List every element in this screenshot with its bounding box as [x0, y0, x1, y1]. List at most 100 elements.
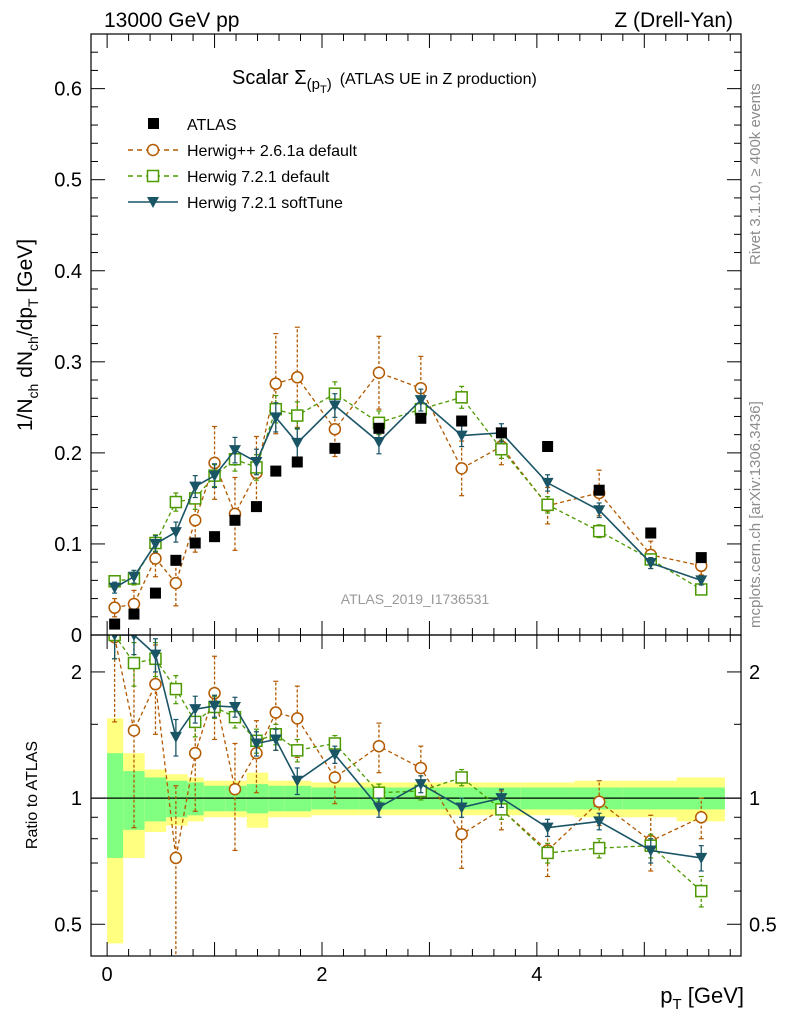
main-y-tick-label: 0.1 [54, 534, 82, 556]
ratio-y-tick-label-left: 2 [71, 662, 82, 684]
ratio-uncertainty-band-inner [166, 780, 188, 818]
data-point-atlas [109, 618, 121, 630]
data-point-atlas [645, 527, 657, 539]
ratio-point-herwigpp [414, 761, 428, 775]
ratio-point-softtune [189, 704, 202, 716]
series-line-herwigpp [114, 371, 702, 609]
x-axis-label: pT [GeV] [660, 983, 744, 1013]
ylabel-a: 1/N [14, 398, 37, 431]
legend-entry-atlas: ATLAS [148, 117, 237, 134]
ratio-point-herwigpp [228, 782, 242, 796]
data-point-herwigpp [108, 601, 121, 614]
ratio-point-softtune [372, 802, 385, 814]
legend-label-herwigpp: Herwig++ 2.6.1a default [187, 143, 357, 160]
ratio-point-softtune [541, 822, 554, 834]
process-label: Z (Drell-Yan) [614, 9, 733, 32]
data-point-atlas [456, 415, 468, 427]
ratio-point-herwigpp [269, 706, 283, 719]
series-line-herwig721 [114, 392, 702, 591]
ratio-point-herwigpp [291, 712, 304, 725]
data-point-atlas [209, 531, 221, 543]
data-point-herwigpp [455, 462, 468, 475]
legend-entry-softtune: Herwig 7.2.1 softTune [128, 195, 343, 212]
plot-title-close: ) [327, 76, 332, 93]
plot-title-subsub: T [320, 84, 327, 96]
ratio-point-herwigpp [455, 827, 468, 841]
ratio-panel: 0.5 0.5 1 1 2 2 0 2 4 Ratio to ATLAS [24, 634, 777, 986]
data-point-atlas [329, 442, 341, 454]
ratio-point-herwigpp [127, 724, 141, 737]
xlabel-a: p [660, 983, 672, 1008]
data-point-herwig721 [541, 498, 554, 512]
data-point-atlas [189, 537, 201, 549]
collision-energy-label: 13000 GeV pp [104, 9, 239, 32]
legend-label-herwig721: Herwig 7.2.1 default [187, 169, 330, 186]
data-point-softtune [208, 470, 221, 482]
ylabel-c-sub: T [25, 298, 41, 307]
ratio-point-softtune [208, 700, 221, 712]
data-point-atlas [149, 587, 161, 599]
ratio-uncertainty-band-inner [144, 777, 167, 822]
plot-title: Scalar Σ(pT) (ATLAS UE in Z production) [232, 67, 537, 96]
ratio-point-softtune [291, 775, 304, 787]
ratio-point-herwigpp [188, 746, 202, 760]
legend-marker-atlas [148, 118, 159, 129]
data-point-softtune [593, 505, 606, 517]
data-point-softtune [291, 437, 304, 449]
ratio-point-softtune [414, 779, 427, 791]
analysis-watermark: ATLAS_2019_I1736531 [341, 591, 490, 607]
data-point-softtune [189, 481, 202, 493]
ylabel-d: [GeV] [14, 239, 37, 299]
ratio-point-herwig721 [694, 884, 708, 898]
ratio-point-herwig721 [291, 744, 304, 757]
data-point-atlas [542, 441, 554, 453]
legend-label-softtune: Herwig 7.2.1 softTune [187, 195, 343, 212]
ratio-line-softtune [114, 635, 702, 859]
data-point-herwig721 [291, 409, 304, 422]
x-tick-label: 4 [531, 964, 542, 986]
ratio-point-softtune [593, 816, 606, 828]
data-point-herwigpp [188, 514, 202, 527]
data-point-softtune [127, 571, 140, 583]
ratio-point-herwig721 [372, 786, 386, 799]
ratio-point-softtune [250, 738, 263, 750]
ratio-point-softtune [111, 635, 118, 641]
data-point-atlas [170, 554, 182, 566]
xlabel-b: [GeV] [682, 983, 744, 1008]
main-y-tick-label: 0.6 [54, 79, 82, 101]
ratio-point-herwigpp [372, 739, 386, 753]
data-point-herwig721 [495, 442, 508, 456]
data-point-herwig721 [592, 524, 606, 538]
ratio-point-herwigpp [149, 677, 162, 691]
data-point-atlas [415, 412, 427, 424]
ratio-point-herwigpp [169, 851, 183, 865]
main-y-axis-label: 1/Nch dNch/dpT [GeV] [14, 239, 41, 431]
data-point-atlas [128, 608, 140, 620]
legend-marker-softtune [147, 197, 159, 208]
data-point-atlas [229, 514, 241, 526]
ratio-y-tick-label-right: 1 [749, 788, 760, 810]
series-line-softtune [114, 399, 702, 589]
ratio-y-tick-label-right: 2 [749, 662, 760, 684]
rivet-version-label: Rivet 3.1.10, ≥ 400k events [747, 83, 764, 265]
plot-title-main: Scalar Σ [232, 67, 307, 89]
legend-label-atlas: ATLAS [187, 117, 237, 134]
data-point-softtune [455, 430, 468, 442]
x-tick-label: 2 [316, 964, 327, 986]
ratio-point-softtune [130, 635, 138, 641]
data-point-herwigpp [269, 377, 283, 390]
legend-entry-herwig721: Herwig 7.2.1 default [128, 169, 330, 186]
ratio-point-softtune [495, 793, 508, 805]
legend: ATLAS Herwig++ 2.6.1a default Herwig 7.2… [128, 117, 357, 212]
main-y-tick-label: 0 [71, 625, 82, 647]
ratio-point-softtune [269, 734, 282, 746]
data-point-herwig721 [169, 495, 183, 509]
main-y-tick-label: 0.3 [54, 352, 82, 374]
data-point-herwigpp [291, 371, 304, 384]
data-point-softtune [414, 395, 427, 407]
data-point-herwig721 [455, 391, 468, 404]
data-point-atlas [495, 427, 507, 439]
main-y-tick-label: 0.5 [54, 170, 82, 192]
x-tick-label: 0 [102, 964, 113, 986]
plot-title-tail: (ATLAS UE in Z production) [340, 71, 537, 88]
